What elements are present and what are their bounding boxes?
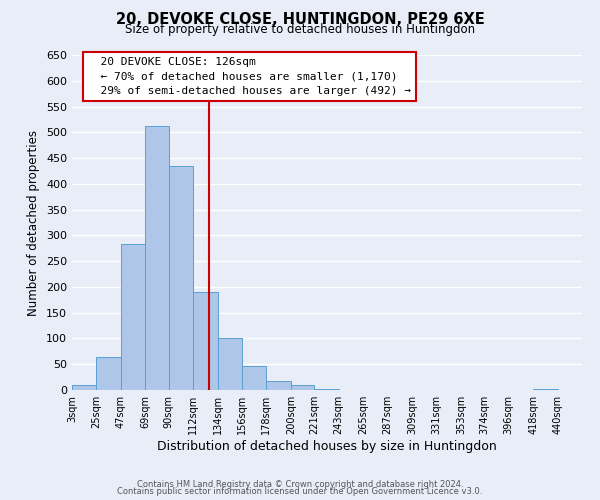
Bar (218, 338, 242, 390)
Bar (193, 292, 218, 390)
Bar (121, 244, 145, 390)
Text: Contains public sector information licensed under the Open Government Licence v3: Contains public sector information licen… (118, 487, 482, 496)
Bar (291, 385, 314, 390)
Text: 20 DEVOKE CLOSE: 126sqm
  ← 70% of detached houses are smaller (1,170)
  29% of : 20 DEVOKE CLOSE: 126sqm ← 70% of detache… (88, 56, 412, 96)
Bar (266, 380, 291, 390)
Bar (97, 356, 121, 390)
Bar (72, 385, 97, 390)
Text: Contains HM Land Registry data © Crown copyright and database right 2024.: Contains HM Land Registry data © Crown c… (137, 480, 463, 489)
Bar (145, 126, 169, 390)
Text: Size of property relative to detached houses in Huntingdon: Size of property relative to detached ho… (125, 22, 475, 36)
Bar (533, 389, 557, 390)
X-axis label: Distribution of detached houses by size in Huntingdon: Distribution of detached houses by size … (157, 440, 497, 453)
Bar (314, 389, 338, 390)
Bar (169, 166, 193, 390)
Text: 20, DEVOKE CLOSE, HUNTINGDON, PE29 6XE: 20, DEVOKE CLOSE, HUNTINGDON, PE29 6XE (116, 12, 484, 28)
Y-axis label: Number of detached properties: Number of detached properties (28, 130, 40, 316)
Bar (242, 366, 266, 390)
